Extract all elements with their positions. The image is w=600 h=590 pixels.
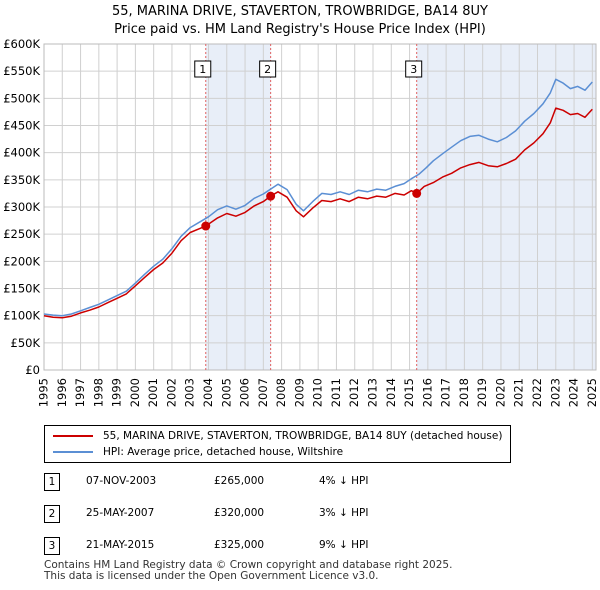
- transaction-hpi: 3% ↓ HPI: [319, 507, 369, 519]
- x-tick-label: 1996: [55, 378, 69, 407]
- x-tick-label: 2007: [256, 378, 270, 407]
- x-tick-label: 1999: [110, 378, 124, 407]
- transaction-date: 21-MAY-2015: [86, 539, 155, 551]
- price-chart: £0 £50K £100K £150K £200K £250K £300K £350K £400…: [3, 37, 599, 407]
- series-lines: [43, 78, 593, 319]
- footer-line-2: This data is licensed under the Open Gov…: [44, 570, 379, 582]
- y-tick-labels: £0 £50K £100K £150K £200K £250K £300K £350K £400…: [3, 37, 40, 377]
- y-tick-label: £0: [25, 363, 40, 377]
- y-tick-label: £600K: [3, 37, 40, 51]
- footer-line-1: Contains HM Land Registry data © Crown c…: [44, 559, 453, 571]
- sale-point: [412, 188, 422, 198]
- x-tick-label: 2016: [420, 378, 434, 407]
- x-tick-label: 2015: [402, 378, 416, 407]
- legend: 55, MARINA DRIVE, STAVERTON, TROWBRIDGE,…: [44, 425, 511, 463]
- x-tick-label: 1995: [37, 378, 51, 407]
- y-tick-label: £150K: [3, 282, 40, 296]
- x-tick-label: 2003: [183, 378, 197, 407]
- x-tick-label: 2006: [238, 378, 252, 407]
- series-line: [43, 78, 593, 317]
- x-tick-label: 2024: [567, 378, 581, 407]
- x-tick-label: 2001: [146, 378, 160, 407]
- x-tick-label: 2017: [439, 378, 453, 407]
- transaction-price: £265,000: [214, 475, 265, 487]
- x-tick-label: 2023: [548, 378, 562, 407]
- x-tick-label: 2011: [329, 378, 343, 407]
- legend-swatch-red: [53, 435, 93, 437]
- x-tick-label: 2005: [219, 378, 233, 407]
- series-line: [43, 107, 593, 319]
- y-tick-label: £400K: [3, 146, 40, 160]
- x-tick-label: 2008: [274, 378, 288, 407]
- title-line-2: Price paid vs. HM Land Registry's House …: [114, 22, 486, 37]
- transaction-row: 3 21-MAY-2015 £325,000 9% ↓ HPI: [44, 537, 444, 557]
- title-line-1: 55, MARINA DRIVE, STAVERTON, TROWBRIDGE,…: [111, 4, 488, 19]
- y-tick-label: £200K: [3, 254, 40, 268]
- y-tick-label: £500K: [3, 91, 40, 105]
- sale-point: [266, 191, 276, 201]
- sale-badge-box: [405, 60, 423, 78]
- transaction-price: £325,000: [214, 539, 265, 551]
- sale-badge-box: [259, 60, 277, 78]
- x-tick-label: 2012: [347, 378, 361, 407]
- x-tick-label: 1998: [91, 378, 105, 407]
- transaction-date: 07-NOV-2003: [86, 475, 157, 487]
- x-tick-label: 2004: [201, 378, 215, 407]
- x-tick-label: 2002: [164, 378, 178, 407]
- gridlines: [43, 43, 597, 371]
- x-tick-label: 2022: [530, 378, 544, 407]
- transaction-number: 3: [44, 537, 60, 555]
- legend-item-hpi: HPI: Average price, detached house, Wilt…: [53, 444, 343, 460]
- transaction-row: 2 25-MAY-2007 £320,000 3% ↓ HPI: [44, 505, 444, 525]
- x-tick-label: 2013: [366, 378, 380, 407]
- sale-badge-label: 1: [199, 63, 206, 76]
- x-tick-label: 2009: [292, 378, 306, 407]
- y-tick-label: £550K: [3, 64, 40, 78]
- transaction-date: 25-MAY-2007: [86, 507, 155, 519]
- chart-title: 55, MARINA DRIVE, STAVERTON, TROWBRIDGE,…: [0, 3, 600, 39]
- y-tick-label: £450K: [3, 119, 40, 133]
- transaction-hpi: 4% ↓ HPI: [319, 475, 369, 487]
- transaction-row: 1 07-NOV-2003 £265,000 4% ↓ HPI: [44, 473, 444, 493]
- y-tick-label: £300K: [3, 200, 40, 214]
- x-tick-label: 2020: [493, 378, 507, 407]
- sale-badge-box: [194, 60, 212, 78]
- legend-label-hpi: HPI: Average price, detached house, Wilt…: [103, 446, 344, 458]
- x-tick-label: 2000: [128, 378, 142, 407]
- y-tick-label: £350K: [3, 173, 40, 187]
- x-tick-label: 2010: [311, 378, 325, 407]
- transaction-hpi: 9% ↓ HPI: [319, 539, 369, 551]
- transaction-price: £320,000: [214, 507, 265, 519]
- footer: Contains HM Land Registry data © Crown c…: [44, 560, 452, 582]
- sale-badge-label: 2: [264, 63, 271, 76]
- transaction-number: 1: [44, 473, 60, 491]
- y-tick-label: £250K: [3, 227, 40, 241]
- sale-badge-label: 3: [410, 63, 417, 76]
- plot-frame: [43, 43, 597, 371]
- y-tick-label: £100K: [3, 309, 40, 323]
- x-tick-label: 2025: [585, 378, 599, 407]
- x-tick-labels: 1995 1996 1997 1998 1999 2000 2001 2002 2003 2004…: [37, 378, 599, 407]
- legend-swatch-blue: [53, 451, 93, 453]
- sale-point: [201, 221, 211, 231]
- y-tick-label: £50K: [11, 336, 41, 350]
- transaction-number: 2: [44, 505, 60, 523]
- legend-item-property: 55, MARINA DRIVE, STAVERTON, TROWBRIDGE,…: [53, 428, 502, 444]
- x-tick-label: 2019: [475, 378, 489, 407]
- legend-label-property: 55, MARINA DRIVE, STAVERTON, TROWBRIDGE,…: [103, 430, 503, 442]
- x-tick-label: 2014: [384, 378, 398, 407]
- x-tick-label: 1997: [73, 378, 87, 407]
- sale-badges: 1 2 3: [194, 60, 423, 78]
- x-tick-label: 2018: [457, 378, 471, 407]
- x-tick-label: 2021: [512, 378, 526, 407]
- sale-points: [201, 188, 422, 231]
